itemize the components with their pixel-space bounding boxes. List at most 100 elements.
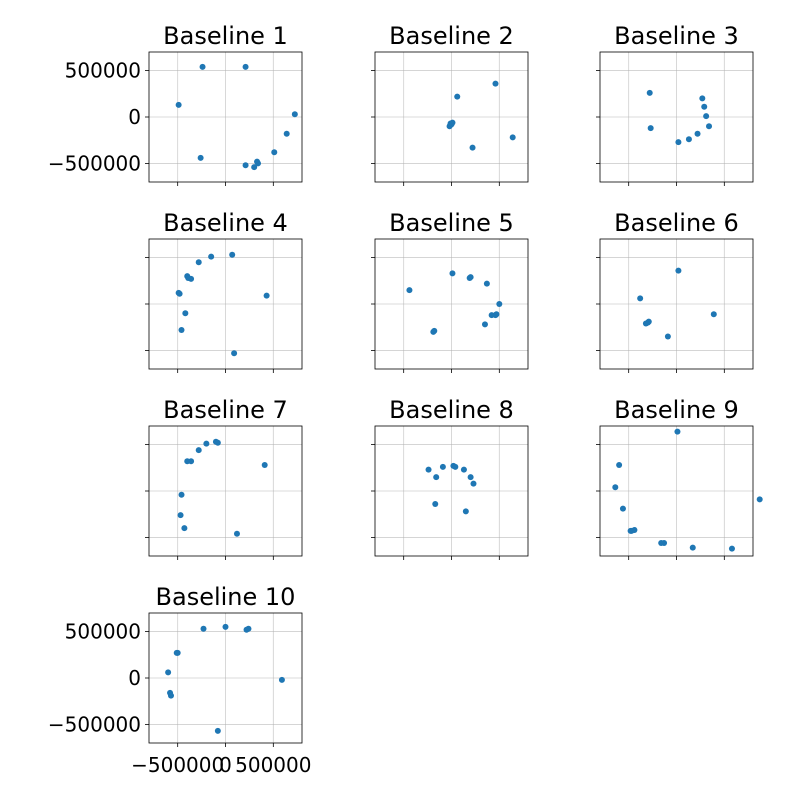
- data-point: [200, 625, 207, 632]
- data-point: [664, 333, 671, 340]
- subplot-7: Baseline 7: [145, 396, 303, 560]
- data-point: [689, 544, 696, 551]
- data-point: [184, 458, 191, 465]
- data-point: [178, 327, 185, 333]
- axes-frame: [374, 425, 529, 557]
- data-point: [255, 160, 262, 167]
- subplot-title: Baseline 10: [156, 583, 296, 611]
- data-point: [612, 484, 619, 491]
- y-tick-label: 0: [128, 105, 141, 129]
- data-point: [483, 280, 490, 287]
- y-tick-label: 500000: [65, 59, 141, 83]
- data-point: [454, 93, 461, 100]
- axes-frame: [148, 612, 303, 744]
- data-point: [432, 501, 439, 507]
- data-point: [425, 466, 432, 473]
- y-tick-label: 500000: [65, 620, 141, 644]
- data-point: [646, 89, 653, 96]
- data-point: [433, 474, 440, 481]
- data-point: [701, 103, 708, 110]
- data-point: [728, 545, 735, 552]
- data-point: [467, 474, 474, 481]
- data-point: [261, 462, 268, 468]
- data-point: [619, 505, 626, 512]
- data-point: [439, 463, 446, 470]
- data-point: [195, 447, 202, 454]
- data-point: [637, 295, 644, 302]
- data-point: [462, 508, 469, 515]
- data-point: [699, 95, 706, 102]
- data-point: [481, 321, 488, 328]
- data-point: [675, 267, 682, 274]
- data-point: [756, 496, 763, 503]
- data-point: [242, 63, 249, 70]
- subplot-title: Baseline 4: [163, 209, 288, 237]
- data-point: [229, 251, 236, 258]
- data-point: [165, 669, 172, 676]
- data-point: [642, 320, 649, 327]
- data-point: [449, 270, 456, 277]
- data-point: [466, 275, 473, 281]
- subplot-title: Baseline 8: [389, 396, 514, 424]
- data-point: [278, 676, 285, 683]
- data-point: [616, 462, 623, 468]
- data-point: [493, 311, 500, 318]
- subplot-title: Baseline 9: [614, 396, 739, 424]
- data-point: [658, 540, 665, 546]
- axes-frame: [599, 425, 754, 557]
- axes-frame: [374, 238, 529, 370]
- data-point: [203, 440, 210, 447]
- data-point: [195, 259, 202, 266]
- data-point: [182, 310, 189, 317]
- y-tick-label: 0: [128, 666, 141, 690]
- subplot-2: Baseline 2: [371, 22, 529, 186]
- data-point: [174, 649, 181, 656]
- data-point: [263, 292, 270, 299]
- data-point: [188, 275, 195, 282]
- data-point: [283, 130, 290, 137]
- data-point: [430, 328, 437, 335]
- x-tick-label: −500000: [131, 753, 224, 777]
- data-point: [492, 80, 499, 87]
- data-point: [214, 439, 221, 446]
- subplot-9: Baseline 9: [596, 396, 763, 560]
- subplot-title: Baseline 5: [389, 209, 514, 237]
- data-point: [167, 692, 174, 699]
- data-point: [452, 463, 459, 470]
- y-tick-label: −500000: [48, 712, 141, 736]
- data-point: [197, 154, 204, 161]
- data-point: [460, 466, 467, 473]
- data-point: [199, 63, 206, 70]
- data-point: [706, 123, 713, 130]
- data-point: [251, 164, 258, 171]
- subplot-4: Baseline 4: [145, 209, 303, 373]
- subplot-1: −500000 0 500000 Baseline 1: [48, 22, 303, 186]
- data-point: [245, 625, 252, 632]
- data-point: [175, 289, 182, 296]
- axes-frame: [148, 425, 303, 557]
- data-point: [271, 149, 278, 156]
- subplot-title: Baseline 6: [614, 209, 739, 237]
- data-point: [231, 350, 238, 357]
- subplot-title: Baseline 1: [163, 22, 288, 50]
- data-point: [175, 101, 182, 108]
- data-point: [178, 491, 185, 498]
- data-point: [177, 512, 184, 519]
- data-point: [214, 727, 221, 734]
- data-point: [685, 136, 692, 143]
- subplot-title: Baseline 3: [614, 22, 739, 50]
- axes-frame: [599, 238, 754, 370]
- data-point: [496, 301, 503, 307]
- subplot-title: Baseline 7: [163, 396, 288, 424]
- x-tick-label: 500000: [235, 753, 311, 777]
- data-point: [233, 530, 240, 537]
- axes-frame: [599, 51, 754, 183]
- subplot-6: Baseline 6: [596, 209, 754, 373]
- axes-frame: [374, 51, 529, 183]
- subplot-3: Baseline 3: [596, 22, 754, 186]
- data-point: [222, 623, 229, 630]
- data-point: [647, 125, 654, 132]
- data-point: [208, 253, 215, 260]
- data-point: [181, 525, 188, 532]
- data-point: [406, 287, 413, 294]
